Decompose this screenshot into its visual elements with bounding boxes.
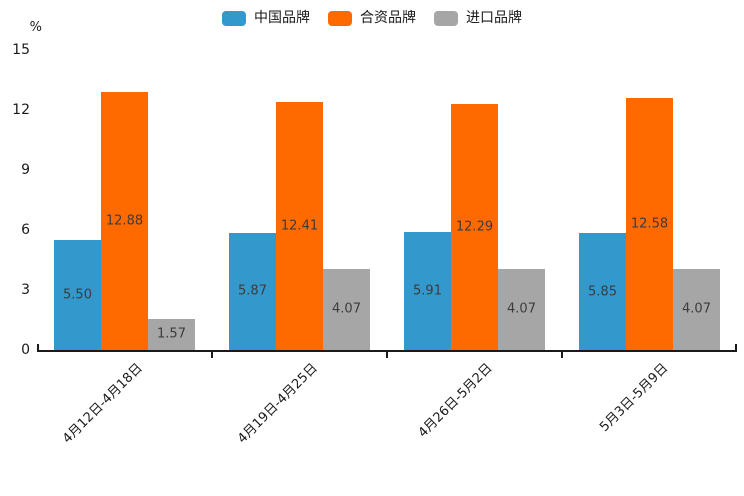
x-tick-label: 4月26日-5月2日	[415, 360, 496, 441]
bar-value-label: 4.07	[507, 301, 536, 317]
bar-合资品牌-3[interactable]: 12.58	[626, 98, 673, 350]
bar-合资品牌-1[interactable]: 12.41	[276, 101, 323, 350]
bar-value-label: 12.88	[105, 213, 144, 229]
x-tick-label: 4月19日-4月25日	[235, 360, 321, 447]
bar-value-label: 12.41	[280, 218, 319, 234]
y-tick-label: 9	[21, 162, 30, 178]
x-axis-tick	[386, 352, 388, 358]
bar-value-label: 12.29	[455, 219, 494, 235]
y-tick-label: 0	[21, 342, 30, 358]
bar-value-label: 5.91	[413, 283, 442, 299]
bar-value-label: 4.07	[332, 301, 361, 317]
bar-进口品牌-1[interactable]: 4.07	[323, 268, 370, 350]
x-axis-tick	[561, 352, 563, 358]
x-axis-line	[37, 350, 737, 352]
legend-swatch-icon	[434, 10, 458, 26]
bar-value-label: 5.87	[238, 283, 267, 299]
x-axis-endcap	[735, 344, 737, 352]
x-axis-tick	[211, 352, 213, 358]
bar-合资品牌-2[interactable]: 12.29	[451, 104, 498, 350]
x-axis-endcap	[37, 344, 39, 352]
plot-area: 5.50 12.88 1.57 5.87 12.41 4.07 5.91 12.29 4.07 5…	[37, 50, 737, 358]
legend-item-1[interactable]: 合资品牌	[328, 10, 416, 26]
y-tick-label: 15	[12, 42, 30, 58]
y-tick-label: 6	[21, 222, 30, 238]
legend-swatch-icon	[328, 10, 352, 26]
bar-合资品牌-0[interactable]: 12.88	[101, 92, 148, 350]
bar-中国品牌-0[interactable]: 5.50	[54, 240, 101, 350]
bar-value-label: 12.58	[630, 216, 669, 232]
bar-进口品牌-2[interactable]: 4.07	[498, 268, 545, 350]
bar-进口品牌-0[interactable]: 1.57	[148, 318, 195, 350]
y-tick-label: 3	[21, 282, 30, 298]
legend-label: 中国品牌	[254, 10, 310, 26]
x-tick-label: 4月12日-4月18日	[60, 360, 146, 447]
y-tick-label: 12	[12, 102, 30, 118]
bar-进口品牌-3[interactable]: 4.07	[673, 268, 720, 350]
bar-value-label: 1.57	[157, 326, 186, 342]
legend-label: 进口品牌	[466, 10, 522, 26]
legend: 中国品牌 合资品牌 进口品牌	[0, 8, 744, 28]
bar-value-label: 4.07	[682, 301, 711, 317]
legend-item-2[interactable]: 进口品牌	[434, 10, 522, 26]
bar-中国品牌-1[interactable]: 5.87	[229, 232, 276, 350]
bar-中国品牌-2[interactable]: 5.91	[404, 231, 451, 350]
legend-label: 合资品牌	[360, 10, 416, 26]
x-tick-label: 5月3日-5月9日	[596, 360, 671, 435]
bar-中国品牌-3[interactable]: 5.85	[579, 233, 626, 350]
legend-item-0[interactable]: 中国品牌	[222, 10, 310, 26]
y-axis-unit-label: %	[29, 20, 42, 35]
legend-swatch-icon	[222, 10, 246, 26]
bar-value-label: 5.85	[588, 284, 617, 299]
bar-value-label: 5.50	[63, 287, 92, 303]
